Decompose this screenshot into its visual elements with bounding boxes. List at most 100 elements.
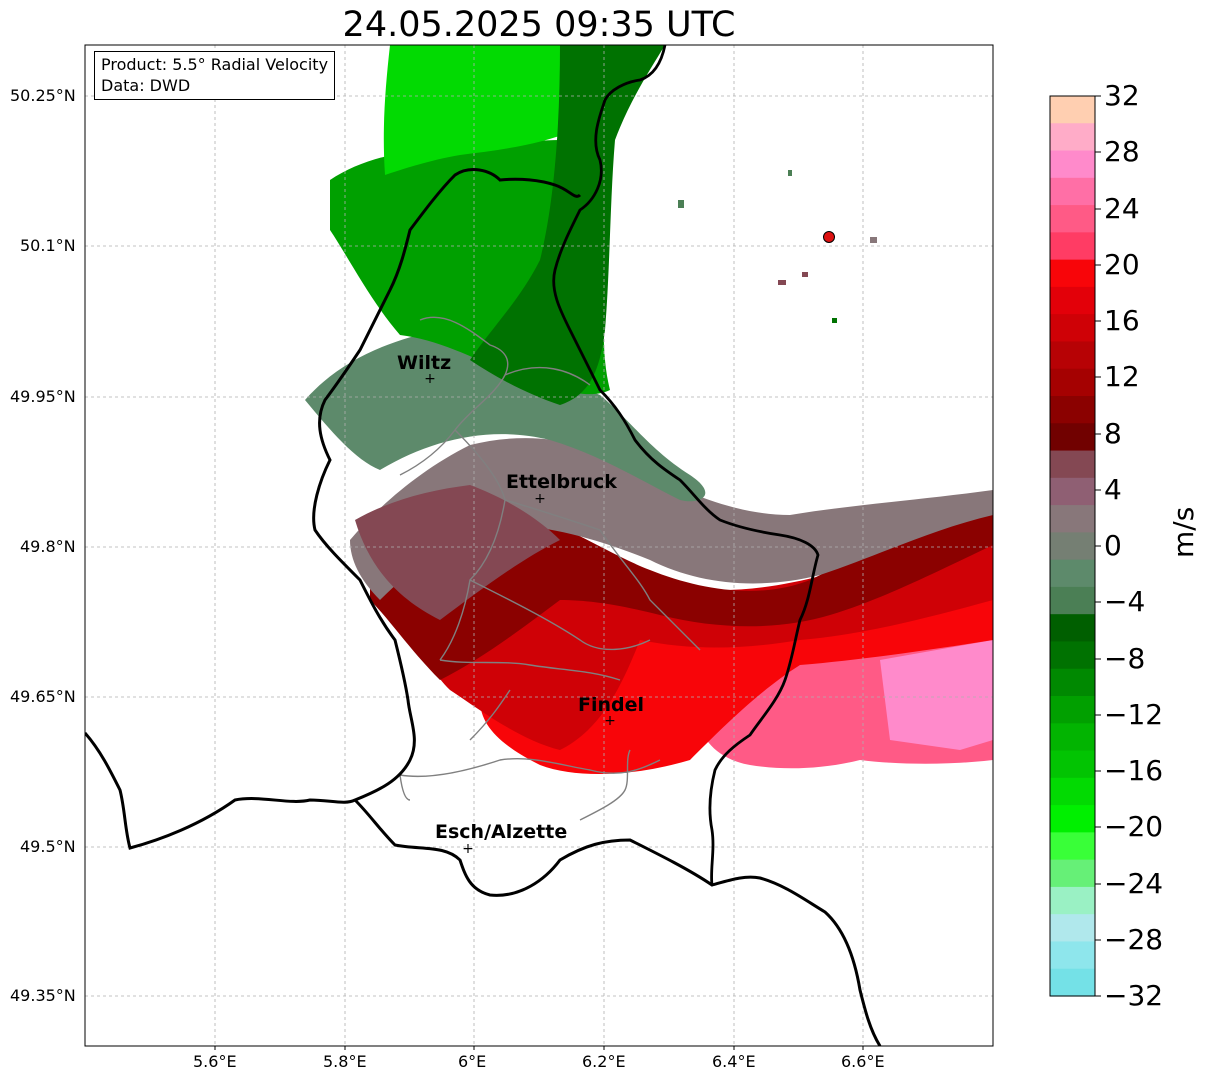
colorbar-segment: [1050, 723, 1095, 752]
echo-speck: [832, 318, 837, 323]
echo-speck: [870, 237, 877, 243]
colorbar-segment: [1050, 614, 1095, 643]
canton-boundaries: [399, 316, 701, 821]
colorbar-segment: [1050, 914, 1095, 943]
inbound-dark-green-band: [470, 45, 665, 405]
colorbar-segment: [1050, 641, 1095, 670]
colorbar-segment: [1050, 177, 1095, 206]
lat-tick-label: 49.8°N: [20, 537, 76, 556]
colorbar-segment: [1050, 832, 1095, 861]
colorbar-segment: [1050, 559, 1095, 588]
colorbar-segment: [1050, 286, 1095, 315]
lat-tick-label: 49.5°N: [20, 837, 76, 856]
colorbar-tick-label: −12: [1104, 698, 1164, 731]
colorbar-tick-label: 20: [1104, 248, 1140, 281]
plus-icon: +: [462, 841, 474, 857]
plus-icon: +: [604, 713, 616, 729]
colorbar-tick-label: 16: [1104, 304, 1140, 337]
lat-tick-label: 50.1°N: [20, 236, 76, 255]
city-ettelbruck: + Ettelbruck: [506, 471, 617, 507]
colorbar-tick-label: −4: [1104, 585, 1146, 618]
colorbar-segment: [1050, 886, 1095, 915]
product-info-box: Product: 5.5° Radial Velocity Data: DWD: [94, 51, 336, 100]
colorbar-segment: [1050, 750, 1095, 779]
plus-icon: +: [424, 371, 436, 387]
product-label: Product: 5.5° Radial Velocity: [101, 55, 329, 74]
near-zero-mauve-band: [355, 485, 560, 620]
colorbar-segment: [1050, 859, 1095, 888]
colorbar-tick-label: −20: [1104, 810, 1164, 843]
echo-speck: [788, 170, 792, 176]
lon-tick-label: 5.8°E: [323, 1052, 367, 1071]
colorbar-tick-label: 8: [1104, 417, 1122, 450]
city-label: Findel: [578, 694, 644, 716]
colorbar-segment: [1050, 696, 1095, 724]
colorbar-tick-label: 32: [1104, 79, 1140, 112]
colorbar-segment: [1050, 505, 1095, 533]
colorbar-tick-label: −16: [1104, 754, 1164, 787]
colorbar-segment: [1050, 941, 1095, 970]
colorbar-segment: [1050, 123, 1095, 152]
colorbar-segment: [1050, 968, 1095, 997]
city-label: Wiltz: [397, 352, 451, 374]
colorbar-segment: [1050, 96, 1095, 124]
echo-speck: [678, 200, 684, 208]
colorbar-segment: [1050, 586, 1095, 615]
colorbar-tick-label: −8: [1104, 642, 1146, 675]
colorbar-segment: [1050, 232, 1095, 261]
map-title: 24.05.2025 09:35 UTC: [342, 5, 736, 45]
city-wiltz: + Wiltz: [397, 352, 451, 387]
data-source-label: Data: DWD: [101, 76, 191, 95]
colorbar-tick-label: −28: [1104, 923, 1164, 956]
colorbar-tick-label: 24: [1104, 192, 1140, 225]
echo-speck: [802, 272, 808, 277]
near-zero-band: [350, 438, 993, 600]
colorbar-unit-label: m/s: [1167, 506, 1200, 558]
lon-tick-label: 6°E: [458, 1052, 487, 1071]
colorbar: [1050, 96, 1095, 997]
colorbar-segment: [1050, 477, 1095, 506]
lon-tick-label: 6.6°E: [841, 1052, 885, 1071]
colorbar-segment: [1050, 341, 1095, 370]
lon-tick-label: 6.4°E: [712, 1052, 756, 1071]
lat-tick-label: 49.35°N: [10, 986, 76, 1005]
colorbar-tick-label: −24: [1104, 867, 1164, 900]
colorbar-segment: [1050, 259, 1095, 288]
colorbar-segment: [1050, 368, 1095, 397]
colorbar-segment: [1050, 777, 1095, 806]
outbound-light-pink-band: [880, 640, 993, 750]
colorbar-tick-marks: [1095, 95, 1101, 997]
colorbar-segment: [1050, 668, 1095, 697]
colorbar-segment: [1050, 205, 1095, 233]
colorbar-tick-label: 28: [1104, 135, 1140, 168]
colorbar-segment: [1050, 450, 1095, 479]
radar-echoes: [305, 45, 993, 775]
lon-tick-marks: [214, 1046, 864, 1050]
colorbar-tick-label: 12: [1104, 360, 1140, 393]
colorbar-segment: [1050, 150, 1095, 179]
radar-site-marker: [823, 231, 835, 243]
border-lux-france: [353, 798, 882, 1046]
lon-tick-label: 6.2°E: [582, 1052, 626, 1071]
city-findel: + Findel: [578, 694, 644, 729]
city-label: Esch/Alzette: [435, 821, 567, 843]
lat-tick-label: 49.95°N: [10, 387, 76, 406]
colorbar-segment: [1050, 532, 1095, 561]
map-frame: [84, 44, 994, 1047]
colorbar-segment: [1050, 314, 1095, 343]
plus-icon: +: [534, 491, 546, 507]
colorbar-tick-label: 4: [1104, 473, 1122, 506]
city-esch: + Esch/Alzette: [435, 821, 567, 857]
echo-speck: [778, 280, 786, 285]
lat-tick-label: 49.65°N: [10, 687, 76, 706]
inbound-grey-green-band: [305, 330, 706, 502]
colorbar-segment: [1050, 805, 1095, 833]
lon-tick-label: 5.6°E: [193, 1052, 237, 1071]
colorbar-tick-label: 0: [1104, 529, 1122, 562]
colorbar-segment: [1050, 396, 1095, 424]
colorbar-segment: [1050, 423, 1095, 452]
border-lux-germany: [552, 45, 820, 886]
city-label: Ettelbruck: [506, 471, 617, 493]
lat-tick-label: 50.25°N: [10, 86, 76, 105]
